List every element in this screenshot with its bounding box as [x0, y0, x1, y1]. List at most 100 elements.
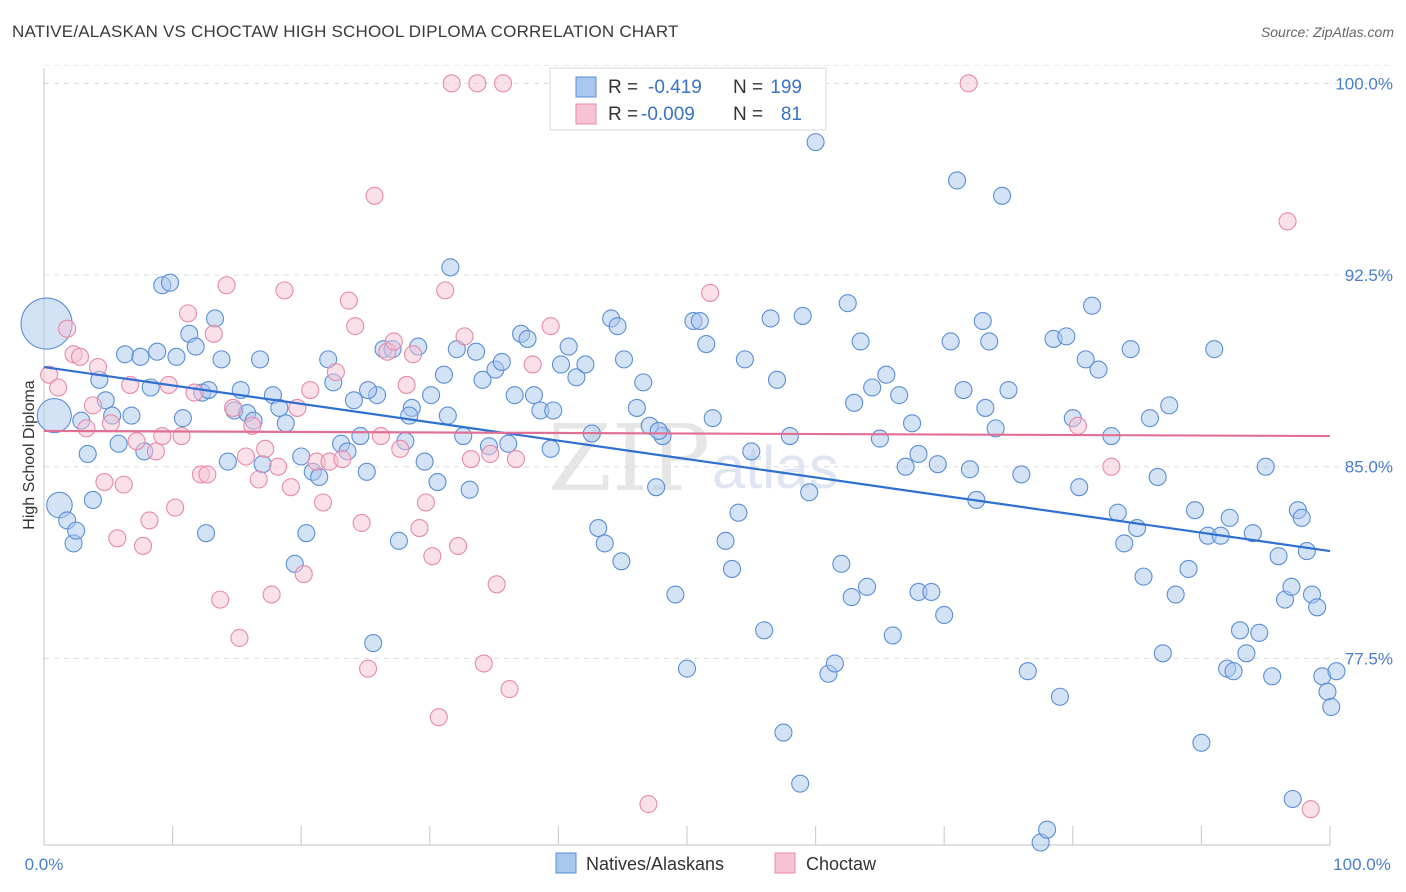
choctaw-point — [58, 319, 77, 338]
natives-point — [1308, 598, 1327, 617]
choctaw-point — [140, 511, 159, 530]
natives-point — [492, 352, 511, 371]
natives-point — [690, 311, 709, 331]
natives-point — [909, 444, 928, 463]
choctaw-point — [371, 427, 390, 446]
natives-point — [1050, 687, 1069, 706]
source-label: Source: ZipAtlas.com — [1260, 24, 1394, 40]
natives-point — [438, 406, 457, 425]
natives-point — [845, 393, 864, 412]
natives-point — [415, 452, 434, 471]
natives-point — [422, 386, 441, 405]
natives-point — [1057, 327, 1076, 346]
choctaw-point — [77, 419, 96, 438]
natives-point — [1083, 296, 1102, 315]
natives-point — [863, 378, 882, 397]
natives-point — [922, 582, 941, 602]
natives-point — [541, 439, 560, 458]
natives-point — [1250, 623, 1269, 642]
natives-point — [793, 306, 812, 325]
natives-point — [1089, 360, 1108, 379]
natives-point — [364, 634, 383, 653]
natives-point — [148, 342, 167, 361]
natives-point — [276, 414, 295, 433]
natives-point — [800, 483, 819, 502]
natives-point — [999, 380, 1018, 400]
natives-point — [608, 317, 627, 336]
natives-point — [83, 490, 102, 510]
natives-point — [870, 429, 889, 448]
natives-point — [612, 552, 631, 571]
x-ticks — [172, 826, 1331, 845]
natives-point — [780, 427, 799, 446]
natives-point — [115, 345, 135, 364]
natives-point — [1230, 621, 1250, 640]
y-tick-labels: 77.5% 85.0% 92.5% 100.0% — [1335, 74, 1393, 668]
choctaw-point — [1068, 416, 1087, 435]
natives-point — [838, 294, 857, 313]
natives-point — [1237, 644, 1256, 663]
choctaw-point — [243, 416, 262, 435]
choctaw-point — [40, 365, 59, 384]
choctaw-point — [494, 74, 513, 93]
natives-point — [960, 460, 979, 479]
choctaw-point — [281, 478, 300, 497]
legend-swatch-blue — [575, 76, 597, 98]
choctaw-point — [461, 450, 481, 469]
choctaw-point — [269, 457, 288, 476]
legend-n-label-1: N = — [733, 77, 763, 98]
choctaw-point — [410, 519, 429, 538]
natives-point — [428, 473, 447, 492]
natives-point — [173, 409, 192, 428]
x-tick-label-max: 100.0% — [1333, 855, 1391, 874]
y-tick-label: 77.5% — [1345, 649, 1393, 668]
choctaw-point — [416, 493, 435, 512]
natives-point — [473, 370, 492, 389]
natives-point — [351, 427, 370, 446]
natives-point — [1018, 662, 1037, 681]
choctaw-point — [127, 432, 146, 451]
choctaw-point — [436, 281, 455, 300]
natives-point — [1179, 559, 1198, 579]
choctaw-point — [1102, 457, 1121, 476]
natives-point — [954, 380, 973, 400]
choctaw-point — [346, 317, 365, 336]
choctaw-point — [404, 345, 423, 364]
natives-point — [400, 406, 419, 425]
choctaw-point — [339, 291, 358, 310]
natives-point — [297, 524, 316, 543]
natives-point — [1269, 547, 1288, 566]
natives-point — [1140, 409, 1160, 428]
natives-point — [1297, 542, 1316, 561]
natives-point — [36, 398, 72, 434]
choctaw-point — [487, 575, 506, 594]
natives-point — [460, 480, 479, 499]
natives-point — [842, 588, 861, 607]
choctaw-point — [166, 498, 185, 517]
natives-point — [973, 311, 992, 331]
natives-point — [1160, 396, 1179, 415]
natives-point — [716, 531, 735, 550]
natives-point — [67, 521, 86, 540]
x-tick-label-min: 0.0% — [25, 855, 64, 874]
series-legend: Natives/Alaskans Choctaw — [555, 852, 877, 874]
natives-point — [1205, 340, 1224, 359]
choctaw-point — [365, 186, 384, 205]
natives-point — [986, 419, 1005, 438]
choctaw-point — [314, 493, 333, 512]
natives-point — [186, 337, 205, 356]
natives-point — [1121, 340, 1140, 359]
choctaw-point — [275, 281, 294, 300]
natives-point — [1322, 697, 1341, 717]
legend-r-label-1: R = — [608, 77, 638, 98]
natives-point — [131, 347, 150, 366]
natives-point — [791, 774, 810, 793]
natives-point — [467, 342, 486, 361]
choctaw-point — [146, 442, 165, 461]
choctaw-point — [114, 475, 133, 494]
natives-point — [896, 457, 915, 476]
choctaw-point — [204, 324, 223, 343]
natives-point — [935, 605, 954, 625]
choctaw-point — [455, 327, 474, 346]
